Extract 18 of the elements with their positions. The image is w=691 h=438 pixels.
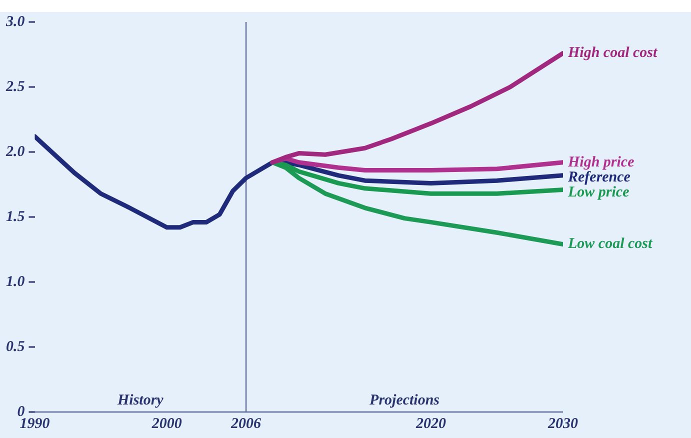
series-label: Low coal cost: [567, 236, 653, 252]
annotation: Projections: [370, 392, 440, 408]
y-tick-label: 0.5: [6, 338, 26, 355]
y-tick-label: 1.0: [6, 274, 26, 290]
y-tick-label: 3.0: [5, 14, 26, 30]
series-label: High price: [567, 154, 635, 170]
series-label: High coal cost: [567, 45, 658, 62]
y-tick-label: 2.5: [5, 78, 26, 95]
annotation: History: [116, 392, 164, 408]
x-tick-label: 1990: [20, 416, 50, 432]
y-tick-label: 1.5: [6, 208, 26, 225]
series-label: Reference: [567, 169, 631, 186]
x-tick-label: 2006: [230, 416, 262, 432]
x-tick-label: 2000: [150, 416, 182, 432]
y-tick-label: 2.0: [5, 144, 26, 160]
series-label: Low price: [567, 184, 630, 200]
x-tick-label: 2020: [414, 416, 446, 432]
x-tick-label: 2030: [547, 416, 578, 432]
